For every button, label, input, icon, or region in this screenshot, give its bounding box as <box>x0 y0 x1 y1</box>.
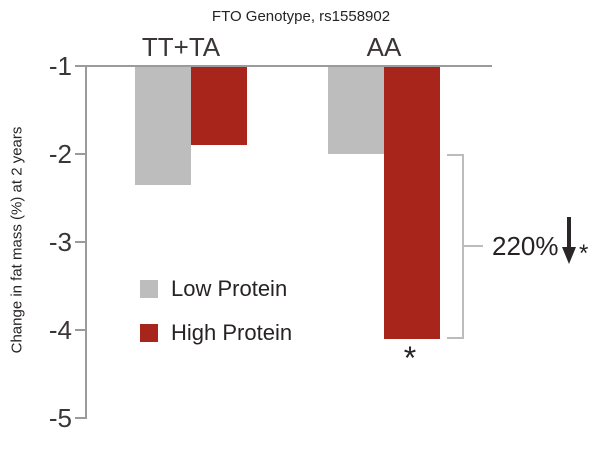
y-tick-label: -3 <box>48 227 72 257</box>
y-tick <box>75 65 85 67</box>
y-axis-line <box>85 65 87 419</box>
bar-high-protein-aa <box>384 66 440 339</box>
y-tick-label: -5 <box>48 403 72 433</box>
percent-difference-label: 220% <box>492 231 559 261</box>
down-arrow-icon <box>562 217 576 264</box>
bracket-line <box>447 154 463 156</box>
legend-label-low-protein: Low Protein <box>171 276 288 301</box>
bracket-line <box>447 336 463 339</box>
chart-title: FTO Genotype, rs1558902 <box>211 8 391 25</box>
category-label-tt-ta: TT+TA <box>141 32 221 62</box>
baseline <box>83 65 492 67</box>
bar-low-protein-tt-ta <box>135 66 191 185</box>
legend-swatch-low-protein <box>140 280 158 298</box>
y-tick <box>75 329 85 331</box>
category-label-aa: AA <box>366 32 402 62</box>
bar-low-protein-aa <box>328 66 384 154</box>
legend-item-low-protein: Low Protein <box>140 276 292 301</box>
arrow-significance-star: * <box>579 240 589 267</box>
legend-item-high-protein: High Protein <box>140 320 292 345</box>
y-tick-label: -4 <box>48 315 72 345</box>
y-tick-label: -2 <box>48 139 72 169</box>
y-tick <box>75 241 85 243</box>
legend-label-high-protein: High Protein <box>171 320 293 345</box>
y-tick-label: -1 <box>48 51 72 81</box>
bar-significance-star: * <box>403 339 417 376</box>
bracket-line <box>462 245 483 248</box>
y-tick <box>75 153 85 155</box>
bar-high-protein-tt-ta <box>191 66 247 146</box>
legend: Low Protein High Protein <box>140 276 292 368</box>
legend-swatch-high-protein <box>140 324 158 342</box>
y-tick <box>75 417 85 419</box>
